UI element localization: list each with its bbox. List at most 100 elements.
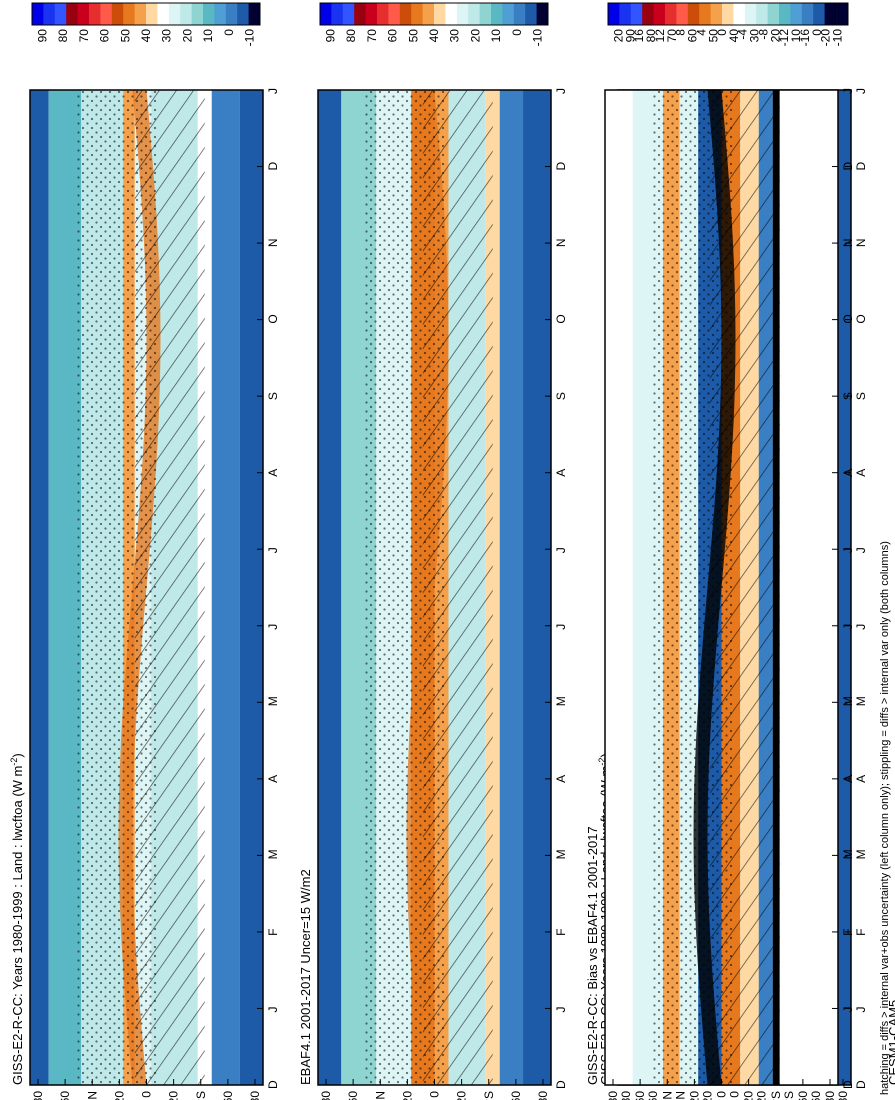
y-tick-label: F bbox=[854, 929, 868, 936]
band bbox=[211, 90, 240, 1085]
x-tick-label: °S bbox=[769, 1091, 783, 1100]
colorbar-label: 10 bbox=[489, 29, 503, 43]
y-tick-label: F bbox=[554, 929, 568, 936]
colorbar-swatch bbox=[502, 3, 515, 25]
band bbox=[779, 90, 838, 1085]
x-tick-label: °S bbox=[482, 1091, 496, 1100]
panel-title: GISS-E2-R-CC: Bias vs EBAF4.1 2001-2017 bbox=[585, 826, 600, 1085]
x-tick-label: 80 bbox=[606, 1091, 620, 1100]
colorbar-swatch bbox=[536, 3, 549, 25]
colorbar-swatch bbox=[123, 3, 136, 25]
colorbar-label: 60 bbox=[98, 29, 112, 43]
y-tick-label: M bbox=[266, 696, 280, 706]
x-tick-label: °N bbox=[673, 1091, 687, 1100]
colorbar-swatch bbox=[77, 3, 90, 25]
x-tick-label: 60 bbox=[633, 1091, 647, 1100]
x-tick-label: 20 bbox=[755, 1091, 769, 1100]
colorbar-swatch bbox=[422, 3, 435, 25]
y-tick-label: O bbox=[854, 314, 868, 323]
y-tick-label: D bbox=[854, 162, 868, 171]
colorbar-label: 0 bbox=[222, 29, 236, 36]
colorbar-label: 16 bbox=[632, 29, 646, 43]
x-tick-label: 60 bbox=[646, 1091, 660, 1100]
x-tick-label: 80 bbox=[248, 1091, 262, 1100]
colorbar-swatch bbox=[687, 3, 700, 25]
panel-cesm_right: 8060°N20020°S6080DJFMAMJJASONDJCESM1-CAM… bbox=[886, 1000, 895, 1085]
y-tick-label: N bbox=[854, 238, 868, 247]
colorbar-label: -16 bbox=[798, 29, 812, 47]
colorbar-label: 20 bbox=[611, 29, 625, 43]
colorbar-label: 20 bbox=[180, 29, 194, 43]
colorbar-label: 50 bbox=[118, 29, 132, 43]
colorbar-swatch bbox=[699, 3, 712, 25]
y-tick-label: J bbox=[854, 88, 868, 94]
title-superscript: -2 bbox=[9, 758, 19, 766]
colorbar-swatch bbox=[248, 3, 261, 25]
panel-title: GISS-E2-R-CC: Years 1980-1999 : Land : l… bbox=[9, 753, 25, 1085]
colorbar-label: 4 bbox=[694, 29, 708, 36]
colorbar-frame bbox=[607, 2, 837, 26]
y-tick-label: D bbox=[554, 162, 568, 171]
y-tick-label: J bbox=[266, 88, 280, 94]
colorbar-swatch bbox=[824, 3, 837, 25]
x-tick-label: 20 bbox=[742, 1091, 756, 1100]
hatching bbox=[134, 90, 205, 1085]
colorbar-label: 10 bbox=[201, 29, 215, 43]
colorbar-label: -4 bbox=[736, 29, 750, 40]
colorbar-swatch bbox=[479, 3, 492, 25]
colorbar-label: -12 bbox=[777, 29, 791, 47]
colorbar-swatch bbox=[779, 3, 791, 25]
x-tick-label: 80 bbox=[319, 1091, 333, 1100]
y-tick-label: J bbox=[854, 624, 868, 630]
y-tick-label: F bbox=[841, 929, 855, 936]
x-tick-label: 20 bbox=[400, 1091, 414, 1100]
y-tick-label: D bbox=[841, 1080, 855, 1089]
y-tick-label: O bbox=[841, 314, 855, 323]
y-tick-label: D bbox=[841, 162, 855, 171]
y-tick-label: J bbox=[854, 547, 868, 553]
y-tick-label: J bbox=[554, 624, 568, 630]
y-tick-label: N bbox=[266, 238, 280, 247]
colorbar-swatch bbox=[665, 3, 677, 25]
y-tick-label: M bbox=[554, 696, 568, 706]
colorbar-label: 30 bbox=[748, 29, 762, 43]
y-tick-label: A bbox=[841, 469, 855, 477]
y-tick-label: J bbox=[266, 1006, 280, 1012]
panel-title: EBAF4.1 2001-2017 Uncer=15 W/m2 bbox=[298, 869, 313, 1085]
colorbar-swatch bbox=[203, 3, 215, 25]
y-tick-label: S bbox=[266, 392, 280, 400]
colorbar-swatch bbox=[676, 3, 689, 25]
band bbox=[30, 90, 49, 1085]
y-tick-label: F bbox=[266, 929, 280, 936]
colorbar-swatch bbox=[225, 3, 238, 25]
y-tick-label: J bbox=[554, 1006, 568, 1012]
x-tick-label: 60 bbox=[509, 1091, 523, 1100]
x-tick-label: 20 bbox=[687, 1091, 701, 1100]
x-tick-label: 80 bbox=[836, 1091, 850, 1100]
colorbar-label: 0 bbox=[810, 29, 824, 36]
colorbar-swatch bbox=[525, 3, 538, 25]
y-tick-label: M bbox=[266, 849, 280, 859]
colorbar-swatch bbox=[377, 3, 389, 25]
y-tick-label: N bbox=[841, 238, 855, 247]
y-tick-label: J bbox=[854, 1006, 868, 1012]
y-tick-label: J bbox=[841, 88, 855, 94]
x-tick-label: 80 bbox=[536, 1091, 550, 1100]
x-tick-label: °N bbox=[85, 1091, 99, 1100]
y-tick-label: S bbox=[554, 392, 568, 400]
x-tick-label: 60 bbox=[796, 1091, 810, 1100]
colorbar-label: 20 bbox=[468, 29, 482, 43]
colorbar-swatch bbox=[320, 3, 332, 25]
x-tick-label: 0 bbox=[728, 1091, 742, 1098]
colorbar-label: 40 bbox=[727, 29, 741, 43]
y-tick-label: D bbox=[854, 1080, 868, 1089]
colorbar-label: 70 bbox=[365, 29, 379, 43]
colorbar-label: 0 bbox=[715, 29, 729, 36]
colorbar-swatch bbox=[813, 3, 826, 25]
y-tick-label: A bbox=[854, 775, 868, 783]
band bbox=[48, 90, 82, 1085]
colorbar-swatch bbox=[491, 3, 503, 25]
colorbar-label: -10 bbox=[531, 29, 545, 47]
y-tick-label: D bbox=[266, 162, 280, 171]
